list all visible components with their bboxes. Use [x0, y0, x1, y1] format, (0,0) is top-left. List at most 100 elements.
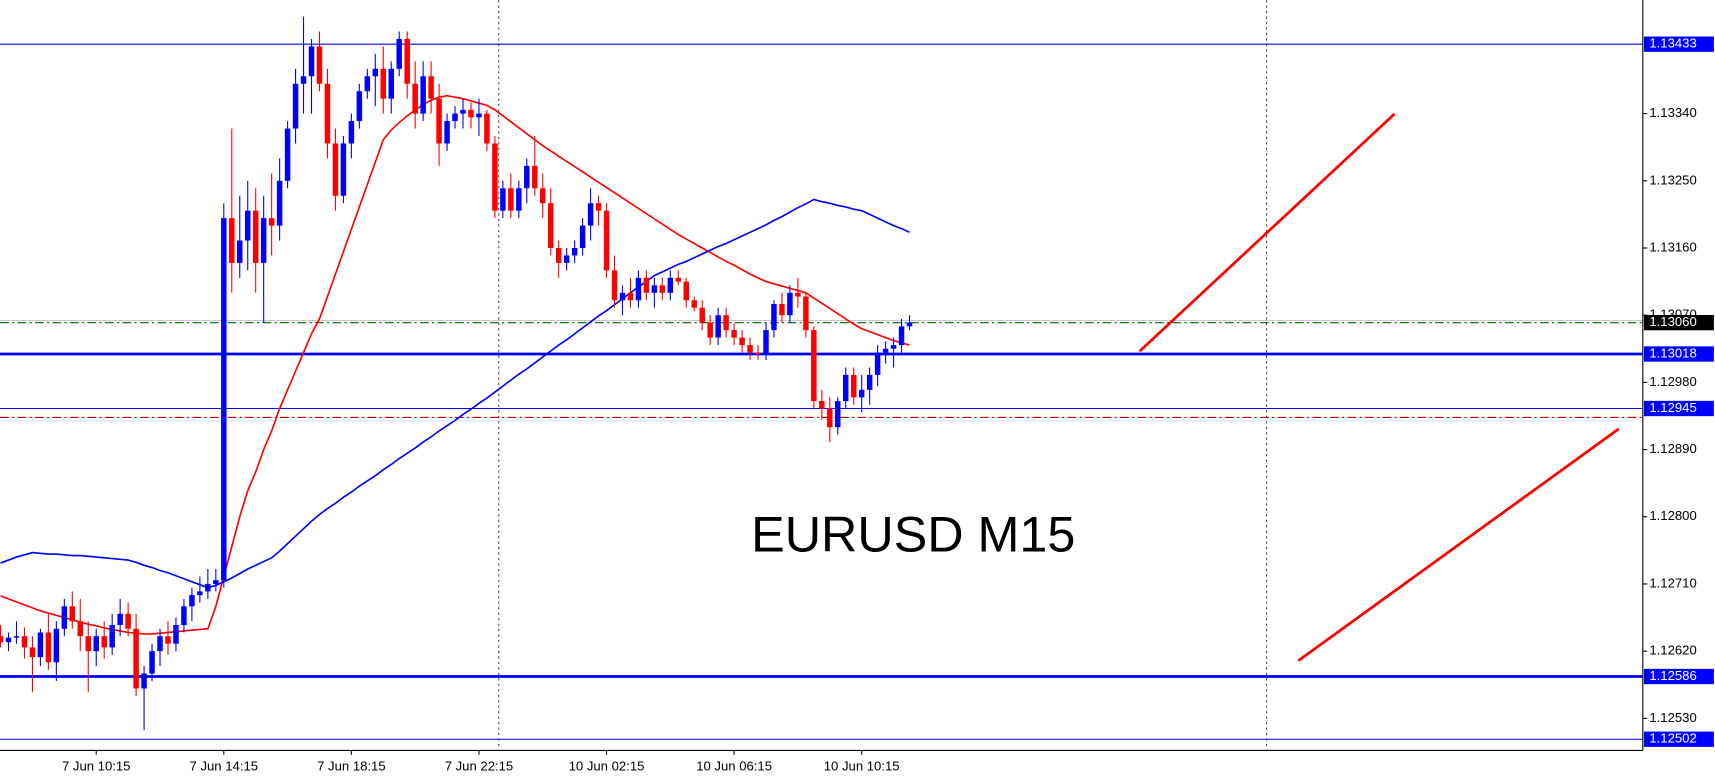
- candle-body: [133, 628, 139, 689]
- candle-body: [715, 315, 721, 338]
- candle-body: [109, 625, 115, 648]
- candle-body: [827, 408, 833, 428]
- candle-body: [731, 330, 737, 338]
- y-tick-label: 1.12710: [1649, 575, 1696, 590]
- candle-body: [388, 68, 394, 99]
- candle-body: [237, 240, 243, 263]
- candle-body: [842, 374, 849, 402]
- x-tick-label: 7 Jun 10:15: [62, 758, 131, 773]
- candle-body: [524, 165, 530, 189]
- candle-body: [404, 38, 410, 84]
- level-tag-label: 1.12586: [1649, 668, 1696, 683]
- candle-body: [5, 637, 12, 643]
- candle-body: [795, 292, 801, 297]
- candle-body: [667, 277, 674, 293]
- candle-body: [635, 277, 642, 301]
- candle-body: [643, 277, 650, 293]
- candle-body: [866, 374, 873, 390]
- trend-drawing: [1138, 112, 1396, 353]
- candle-body: [340, 143, 347, 196]
- candle-body: [906, 322, 913, 327]
- candle-body: [101, 636, 107, 648]
- candle-body: [779, 303, 785, 316]
- x-tick-label: 10 Jun 06:15: [696, 758, 772, 773]
- candle-body: [364, 76, 371, 92]
- candle-body: [292, 83, 299, 129]
- candle-body: [252, 210, 259, 263]
- candle-body: [611, 270, 618, 301]
- y-tick-label: 1.12530: [1649, 710, 1696, 725]
- candle-body: [858, 389, 865, 398]
- candle-body: [45, 632, 52, 663]
- candle-body: [468, 109, 474, 118]
- candle-body: [229, 218, 235, 263]
- level-tag: [1643, 731, 1714, 747]
- y-tick-label: 1.12800: [1649, 508, 1696, 523]
- candle-body: [61, 606, 68, 629]
- level-tag-label: 1.12945: [1649, 400, 1696, 415]
- y-tick-label: 1.13250: [1649, 172, 1696, 187]
- candle-body: [691, 300, 697, 308]
- level-tag-label: 1.13433: [1649, 36, 1696, 51]
- candle-body: [260, 218, 267, 263]
- candle-body: [723, 315, 729, 331]
- time-axis: [0, 750, 1643, 779]
- moving-average: [0, 198, 910, 589]
- candle-body: [213, 580, 219, 584]
- candle-body: [874, 352, 881, 375]
- candle-body: [412, 83, 418, 114]
- candle-body: [173, 625, 179, 644]
- candle-body: [324, 83, 331, 144]
- moving-averages: [0, 94, 910, 635]
- y-tick-label: 1.12620: [1649, 643, 1696, 658]
- candle-body: [117, 613, 123, 626]
- candle-body: [763, 330, 769, 355]
- candle-body: [268, 218, 275, 226]
- level-tag: [1643, 668, 1714, 685]
- candles: [0, 16, 913, 731]
- y-tick-label: 1.12890: [1649, 441, 1696, 456]
- candle-body: [619, 292, 626, 301]
- y-tick-label: 1.13160: [1649, 239, 1696, 254]
- candle-body: [0, 636, 4, 643]
- candle-body: [189, 595, 195, 607]
- x-tick-label: 7 Jun 18:15: [317, 758, 386, 773]
- candle-body: [898, 326, 905, 346]
- candle-body: [555, 247, 562, 263]
- level-tag-label: 1.12502: [1649, 731, 1696, 746]
- candle-body: [835, 401, 841, 428]
- candle-body: [787, 292, 793, 316]
- candle-body: [699, 307, 705, 323]
- level-tag: [1643, 314, 1714, 331]
- candle-body: [372, 68, 379, 77]
- price-axis: [1642, 0, 1715, 779]
- candle-body: [37, 632, 44, 658]
- candle-body: [21, 636, 28, 648]
- candle-body: [890, 345, 897, 349]
- candle-body: [53, 628, 60, 663]
- candle-body: [348, 121, 355, 144]
- candle-body: [850, 374, 857, 398]
- candle-body: [563, 255, 570, 263]
- candle-body: [149, 651, 155, 674]
- candle-body: [707, 322, 713, 338]
- moving-average: [0, 94, 910, 635]
- candle-body: [181, 606, 187, 626]
- candle-body: [739, 337, 745, 346]
- level-tag-label: 1.13018: [1649, 345, 1696, 360]
- candle-body: [141, 673, 147, 689]
- y-tick-label: 1.12980: [1649, 374, 1696, 389]
- x-tick-label: 7 Jun 14:15: [190, 758, 259, 773]
- candle-body: [85, 636, 91, 652]
- candle-body: [627, 292, 634, 301]
- candle-body: [508, 188, 514, 211]
- candle-body: [811, 330, 817, 402]
- candle-body: [659, 285, 666, 293]
- candle-body: [460, 109, 466, 114]
- candle-body: [332, 143, 339, 196]
- candle-body: [125, 613, 131, 629]
- candle-body: [484, 113, 490, 144]
- candle-body: [492, 143, 498, 211]
- candle-body: [77, 621, 84, 637]
